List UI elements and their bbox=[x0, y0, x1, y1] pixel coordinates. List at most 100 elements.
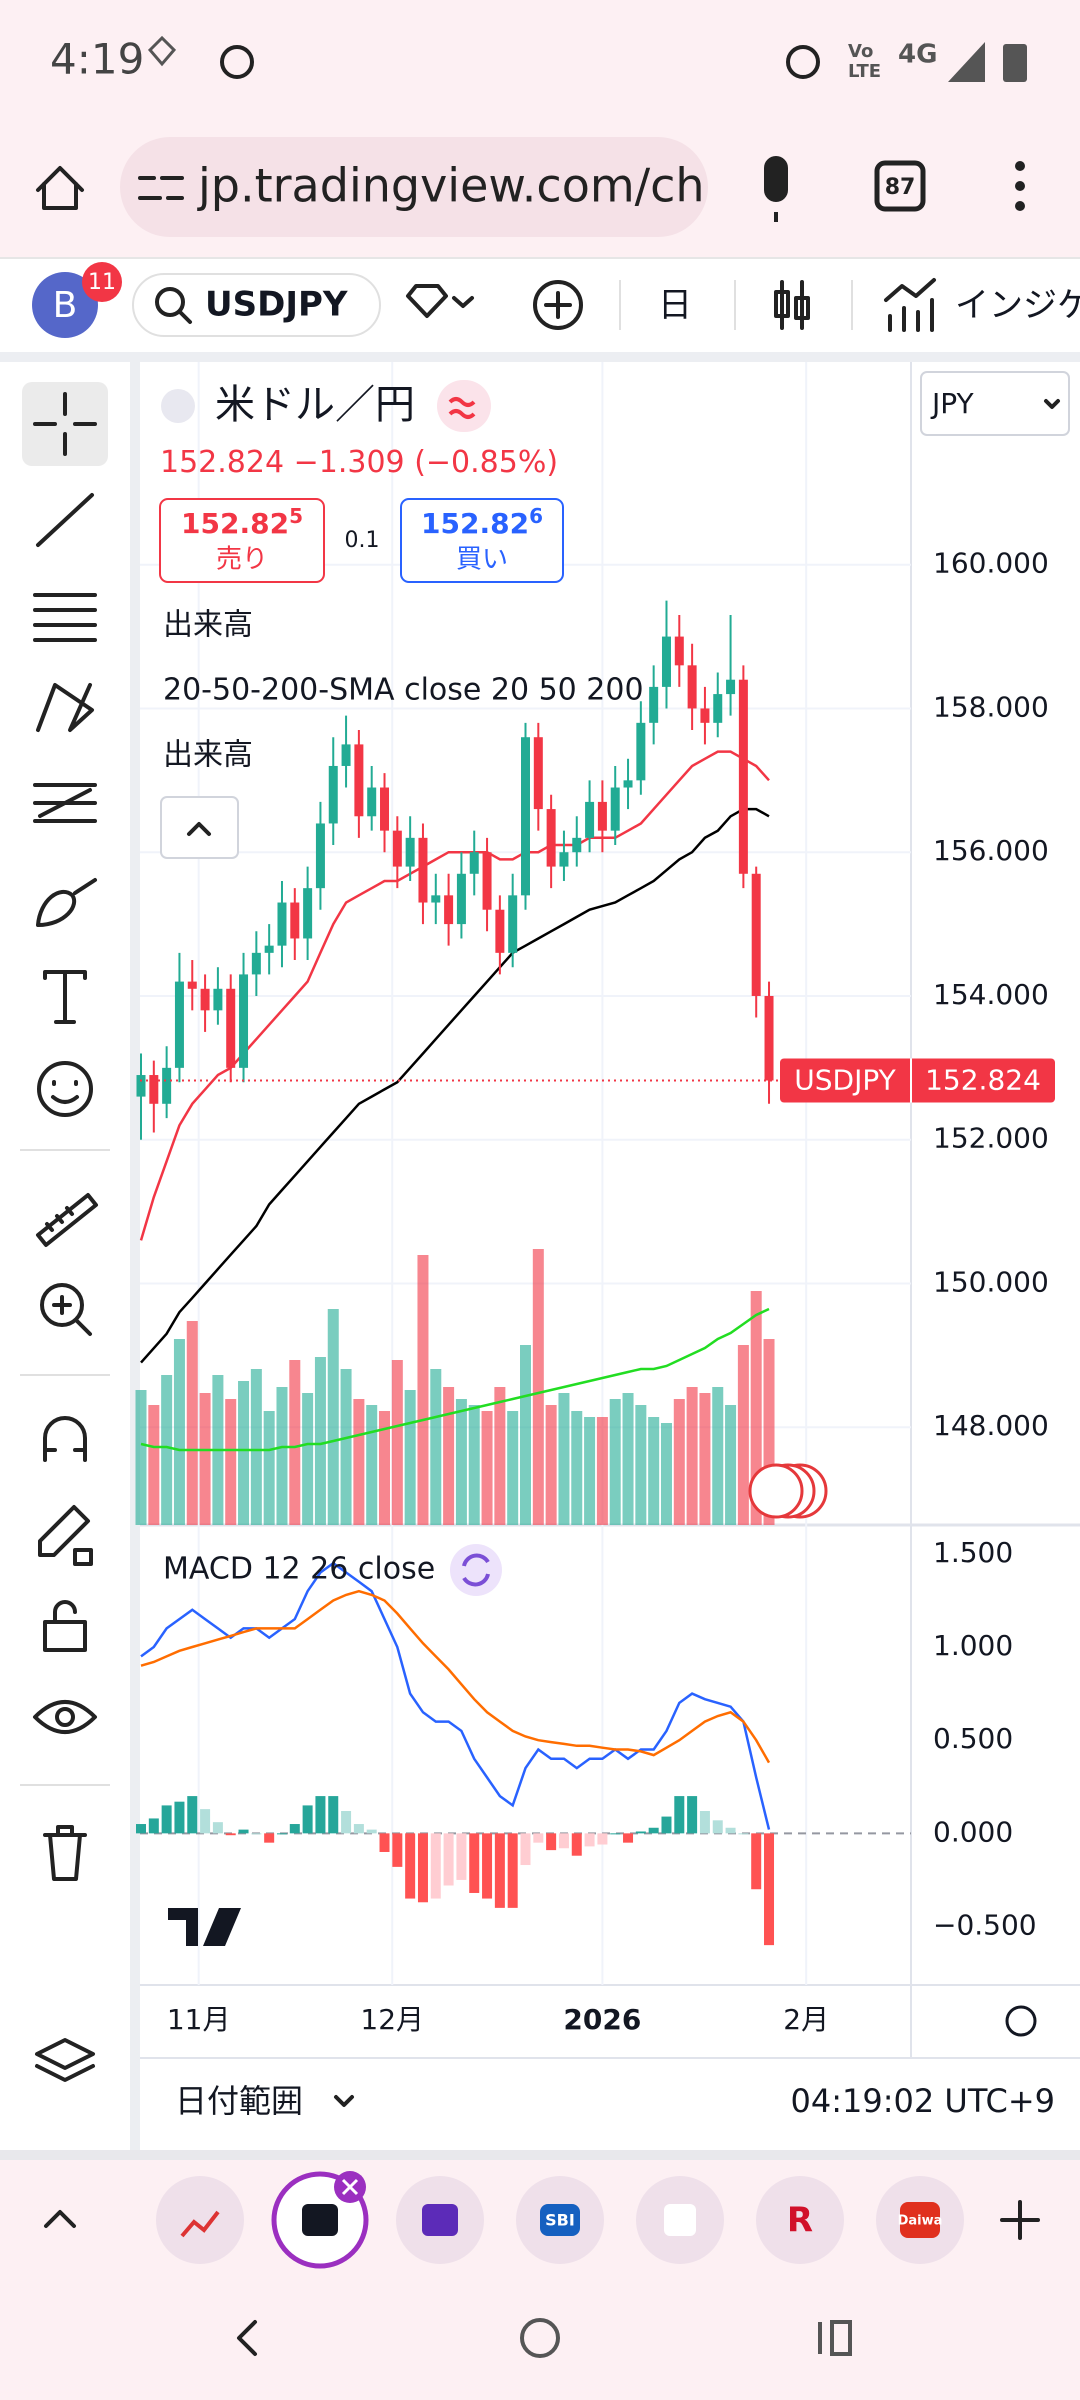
macd-histogram-bar bbox=[648, 1827, 659, 1834]
macd-histogram-bar bbox=[584, 1833, 595, 1847]
volume-bar bbox=[327, 1309, 339, 1525]
symbol-search[interactable] bbox=[132, 273, 381, 337]
y2-tick-label: 1.000 bbox=[933, 1629, 1013, 1662]
volume-bar bbox=[481, 1411, 493, 1525]
buy-button[interactable] bbox=[400, 498, 564, 583]
y2-tick-label: −0.500 bbox=[933, 1909, 1037, 1942]
url-bar[interactable] bbox=[120, 137, 708, 237]
chart-area bbox=[140, 362, 1080, 2152]
compare-button[interactable] bbox=[406, 284, 474, 318]
macd-histogram-bar bbox=[225, 1833, 236, 1836]
macd-histogram-bar bbox=[276, 1833, 287, 1835]
macd-histogram-bar bbox=[597, 1833, 608, 1845]
badge bbox=[82, 262, 122, 302]
new-tab[interactable] bbox=[1000, 2200, 1040, 2240]
volume-bar bbox=[430, 1369, 442, 1525]
chart-type-icon bbox=[794, 296, 810, 320]
event-marker bbox=[748, 1463, 804, 1519]
macd-histogram-bar bbox=[725, 1827, 736, 1834]
price-tag-symbol: USDJPY bbox=[794, 1064, 896, 1097]
sma-line bbox=[140, 807, 770, 1364]
chart-type-icon bbox=[774, 290, 790, 318]
macd-histogram-bar bbox=[366, 1829, 377, 1834]
macd-histogram-bar bbox=[430, 1833, 441, 1899]
tool-panel bbox=[0, 362, 130, 2152]
nav-back[interactable] bbox=[237, 2320, 257, 2356]
clock: 4:19 bbox=[50, 35, 144, 84]
symbol: USDJPY bbox=[205, 285, 348, 325]
emoji-tool[interactable] bbox=[37, 1061, 93, 1117]
tab-label: SBI bbox=[545, 2211, 575, 2230]
volume-bar bbox=[455, 1399, 467, 1525]
pattern-tool[interactable] bbox=[36, 683, 94, 732]
buy-price-main: 152.82 bbox=[421, 507, 529, 540]
volume-bar bbox=[635, 1405, 647, 1525]
settings-button[interactable] bbox=[1005, 2005, 1037, 2037]
nav-recents[interactable] bbox=[818, 2320, 852, 2356]
candle-body bbox=[277, 902, 287, 946]
date-range-button[interactable]: 日付範囲 bbox=[175, 2082, 303, 2120]
candle-body bbox=[585, 801, 595, 838]
home-button[interactable] bbox=[36, 166, 84, 210]
line-tool[interactable] bbox=[36, 493, 94, 547]
candle-body bbox=[559, 852, 569, 867]
expand-tabs[interactable] bbox=[44, 2210, 76, 2228]
crosshair-tool[interactable] bbox=[33, 392, 97, 456]
candle-body bbox=[444, 895, 454, 925]
refresh-indicator[interactable] bbox=[450, 1544, 502, 1596]
site-info[interactable] bbox=[138, 176, 184, 200]
visibility-tool[interactable] bbox=[33, 1700, 97, 1734]
tab-icon bbox=[422, 2204, 458, 2236]
lock-tool[interactable] bbox=[43, 1600, 87, 1652]
macd-histogram-bar bbox=[751, 1833, 762, 1890]
candle-body bbox=[533, 737, 543, 810]
add-button[interactable] bbox=[533, 280, 583, 330]
interval[interactable]: 日 bbox=[658, 286, 692, 326]
tab-app[interactable] bbox=[756, 2176, 844, 2264]
candle-body bbox=[290, 902, 300, 939]
candle-body bbox=[380, 787, 390, 831]
brush-tool[interactable] bbox=[36, 878, 97, 927]
volume-bar bbox=[660, 1423, 672, 1525]
candle-body bbox=[162, 1067, 172, 1104]
candle-body bbox=[649, 686, 659, 723]
candle-body bbox=[623, 780, 633, 788]
volume-bar bbox=[763, 1339, 775, 1525]
text-tool[interactable] bbox=[43, 970, 87, 1024]
candle-body bbox=[405, 837, 415, 867]
tabs-button[interactable] bbox=[874, 160, 926, 212]
macd-histogram-bar bbox=[546, 1833, 557, 1851]
sell-button[interactable] bbox=[159, 498, 325, 583]
zoom-tool[interactable] bbox=[40, 1283, 84, 1327]
avatar[interactable] bbox=[32, 272, 98, 338]
volume-bar bbox=[737, 1345, 749, 1525]
zoom-icon bbox=[52, 1295, 92, 1336]
candle-body bbox=[354, 744, 364, 817]
add-icon bbox=[544, 291, 572, 319]
indicators-button[interactable]: インジケ bbox=[955, 286, 1080, 326]
menu-button[interactable] bbox=[1015, 161, 1025, 211]
lock-drawing-tool[interactable] bbox=[38, 1505, 93, 1566]
volume-bar bbox=[545, 1405, 557, 1525]
volume-bar bbox=[443, 1387, 455, 1525]
indicators-icon[interactable] bbox=[884, 278, 936, 332]
layers-tool[interactable] bbox=[35, 2038, 95, 2082]
delete-tool[interactable] bbox=[43, 1825, 87, 1881]
volume-bar bbox=[263, 1411, 275, 1525]
chart-type-button[interactable] bbox=[780, 280, 804, 330]
collapse-legend[interactable] bbox=[160, 796, 239, 859]
tab-app[interactable] bbox=[156, 2176, 244, 2264]
currency-select[interactable] bbox=[920, 371, 1070, 436]
fib-tool[interactable] bbox=[33, 593, 97, 642]
nav-home[interactable] bbox=[520, 2318, 560, 2358]
magnet-tool[interactable] bbox=[43, 1416, 87, 1462]
date-bar bbox=[140, 2058, 1080, 2150]
macd-histogram-bar bbox=[264, 1833, 275, 1843]
measure-tool[interactable] bbox=[36, 1193, 98, 1247]
sell-price-main: 152.82 bbox=[181, 507, 289, 540]
sell-price-digit: 5 bbox=[289, 504, 303, 528]
mic-button[interactable] bbox=[764, 156, 788, 222]
battery-icon bbox=[1003, 44, 1027, 82]
projection-tool[interactable] bbox=[33, 783, 97, 823]
